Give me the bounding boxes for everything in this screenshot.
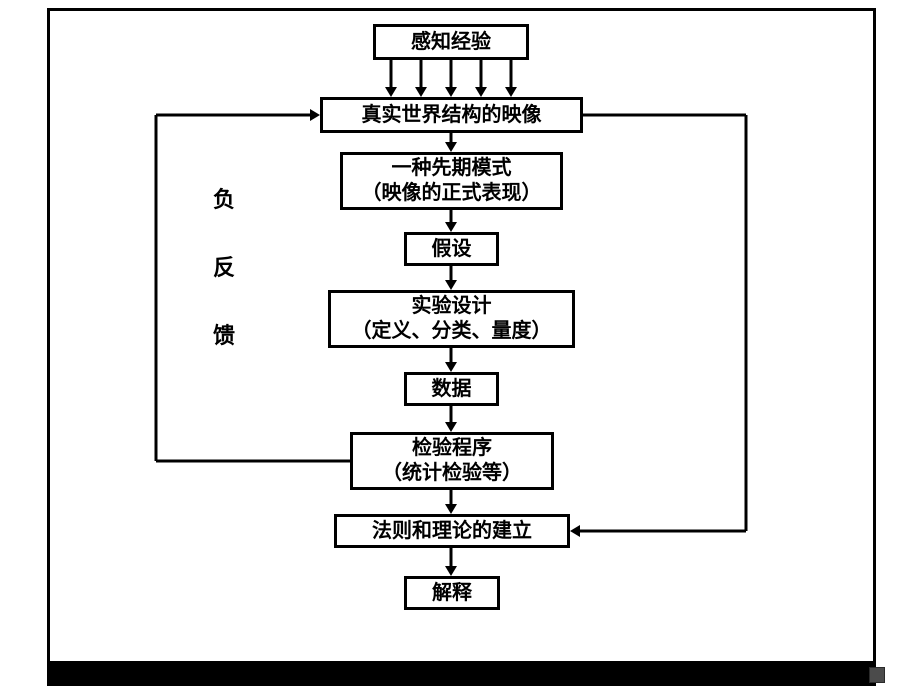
node-text: 数据 [432, 377, 472, 402]
feedback-label-char: 负 [213, 182, 235, 214]
flow-node-n4: 假设 [404, 232, 499, 266]
feedback-label-char: 馈 [213, 318, 235, 350]
flow-node-n7: 检验程序（统计检验等） [350, 432, 554, 490]
node-text: 检验程序 [412, 436, 492, 461]
node-text: 假设 [432, 237, 472, 262]
node-text: （定义、分类、量度） [352, 319, 552, 344]
node-text: 感知经验 [411, 30, 491, 55]
resize-handle-icon [869, 667, 885, 683]
flow-node-n8: 法则和理论的建立 [334, 514, 570, 548]
bottom-strip [47, 664, 876, 686]
flow-node-n5: 实验设计（定义、分类、量度） [328, 290, 575, 348]
node-text: 一种先期模式 [392, 156, 512, 181]
node-text: 实验设计 [412, 294, 492, 319]
flow-node-n2: 真实世界结构的映像 [320, 97, 583, 133]
feedback-label-char: 反 [213, 250, 235, 282]
flow-node-n3: 一种先期模式（映像的正式表现） [340, 152, 563, 210]
node-text: 真实世界结构的映像 [362, 103, 542, 128]
node-text: 法则和理论的建立 [372, 519, 532, 544]
flowchart-canvas: 感知经验真实世界结构的映像一种先期模式（映像的正式表现）假设实验设计（定义、分类… [0, 0, 920, 690]
flow-node-n6: 数据 [404, 372, 499, 406]
flow-node-n1: 感知经验 [373, 24, 529, 60]
node-text: （统计检验等） [382, 461, 522, 486]
node-text: （映像的正式表现） [362, 181, 542, 206]
flow-node-n9: 解释 [404, 576, 500, 610]
node-text: 解释 [432, 581, 472, 606]
